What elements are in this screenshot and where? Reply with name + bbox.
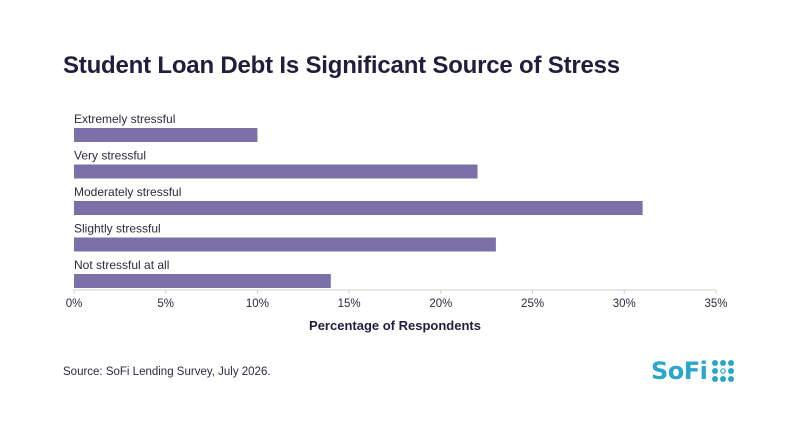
bar bbox=[74, 164, 478, 179]
x-tick-label: 15% bbox=[338, 298, 361, 310]
category-label: Slightly stressful bbox=[74, 222, 161, 236]
x-tick-label: 25% bbox=[521, 298, 544, 310]
category-label: Extremely stressful bbox=[74, 112, 175, 126]
x-axis-title: Percentage of Respondents bbox=[309, 318, 481, 333]
x-tick-label: 5% bbox=[157, 298, 174, 310]
category-label: Moderately stressful bbox=[74, 185, 181, 199]
chart-title: Student Loan Debt Is Significant Source … bbox=[63, 52, 620, 79]
brand-logo: SoFi bbox=[651, 356, 735, 386]
x-tick-label: 0% bbox=[66, 298, 83, 310]
sofi-dots-icon bbox=[712, 360, 735, 382]
x-tick-label: 10% bbox=[246, 298, 269, 310]
bar bbox=[74, 128, 258, 142]
bar bbox=[74, 274, 331, 288]
source-note: Source: SoFi Lending Survey, July 2026. bbox=[63, 366, 271, 378]
x-tick-label: 20% bbox=[429, 298, 452, 310]
x-tick-label: 35% bbox=[704, 298, 727, 310]
bar bbox=[74, 201, 643, 215]
x-tick-label: 30% bbox=[613, 298, 636, 310]
category-label: Very stressful bbox=[74, 149, 146, 163]
category-label: Not stressful at all bbox=[74, 258, 169, 272]
bar bbox=[74, 237, 496, 252]
logo-text: SoFi bbox=[651, 357, 708, 385]
